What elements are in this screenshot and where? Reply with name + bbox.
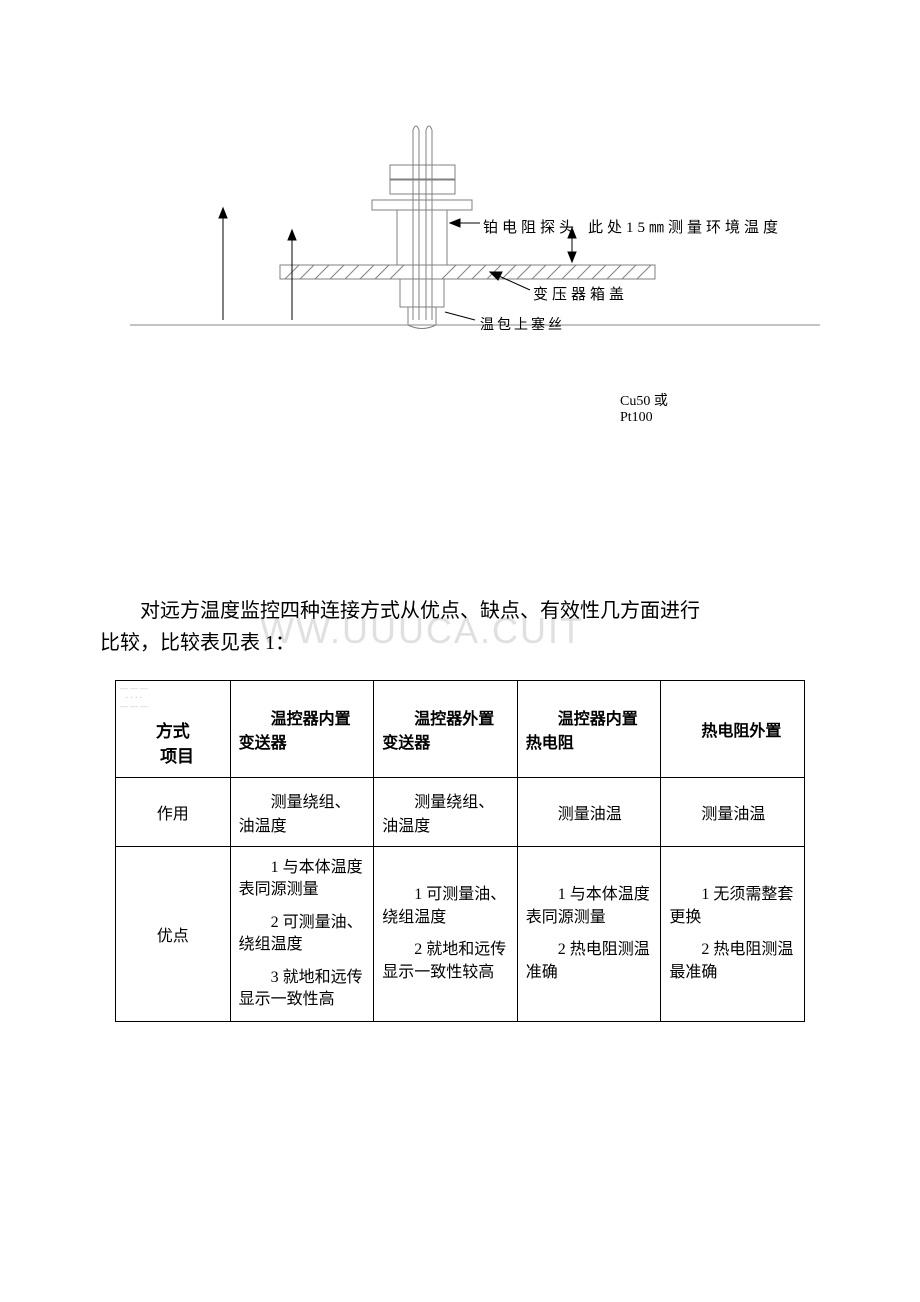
cell-c3: 测量绕组、油温度: [374, 778, 518, 847]
label-env: 此处15㎜测量环境温度: [588, 216, 782, 237]
comparison-table: — — —· · · ·— — — 方式 项目 温控器内置变送器 温控器外置变送…: [115, 680, 805, 1022]
header-c4: 温控器内置热电阻: [517, 681, 661, 778]
cell-c2: 1 与本体温度表同源测量2 可测量油、绕组温度3 就地和远传显示一致性高: [230, 847, 374, 1022]
extra-text: Cu50 或 Pt100: [620, 390, 668, 426]
cell-c4: 1 与本体温度表同源测量2 热电阻测温准确: [517, 847, 661, 1022]
cell-c4: 测量油温: [517, 778, 661, 847]
header-c3: 温控器外置变送器: [374, 681, 518, 778]
table-header-row: — — —· · · ·— — — 方式 项目 温控器内置变送器 温控器外置变送…: [116, 681, 805, 778]
label-screw: 温包上塞丝: [480, 314, 565, 334]
label-lid: 变压器箱盖: [533, 283, 628, 304]
hdr-diag-bottom: 项目: [160, 747, 194, 766]
transformer-diagram: [130, 100, 820, 330]
extra-l2: Pt100: [620, 410, 668, 426]
hdr-diag-top: 方式: [156, 722, 190, 741]
row-label: 作用: [116, 778, 231, 847]
cell-c5: 测量油温: [661, 778, 805, 847]
cell-c2: 测量绕组、油温度: [230, 778, 374, 847]
label-probe: 铂电阻探头: [483, 216, 578, 237]
table-row: 优点 1 与本体温度表同源测量2 可测量油、绕组温度3 就地和远传显示一致性高 …: [116, 847, 805, 1022]
extra-l1: Cu50 或: [620, 390, 668, 410]
paragraph: 对远方温度监控四种连接方式从优点、缺点、有效性几方面进行 比较，比较表见表 1：: [100, 595, 820, 659]
header-diagonal: — — —· · · ·— — — 方式 项目: [116, 681, 231, 778]
para-line-2: 比较，比较表见表 1：: [100, 627, 820, 659]
header-c5: 热电阻外置: [661, 681, 805, 778]
cell-c5: 1 无须需整套更换2 热电阻测温最准确: [661, 847, 805, 1022]
cell-c3: 1 可测量油、绕组温度2 就地和远传显示一致性较高: [374, 847, 518, 1022]
row-label: 优点: [116, 847, 231, 1022]
header-c2: 温控器内置变送器: [230, 681, 374, 778]
table-row: 作用 测量绕组、油温度 测量绕组、油温度 测量油温 测量油温: [116, 778, 805, 847]
para-line-1: 对远方温度监控四种连接方式从优点、缺点、有效性几方面进行: [100, 595, 820, 627]
